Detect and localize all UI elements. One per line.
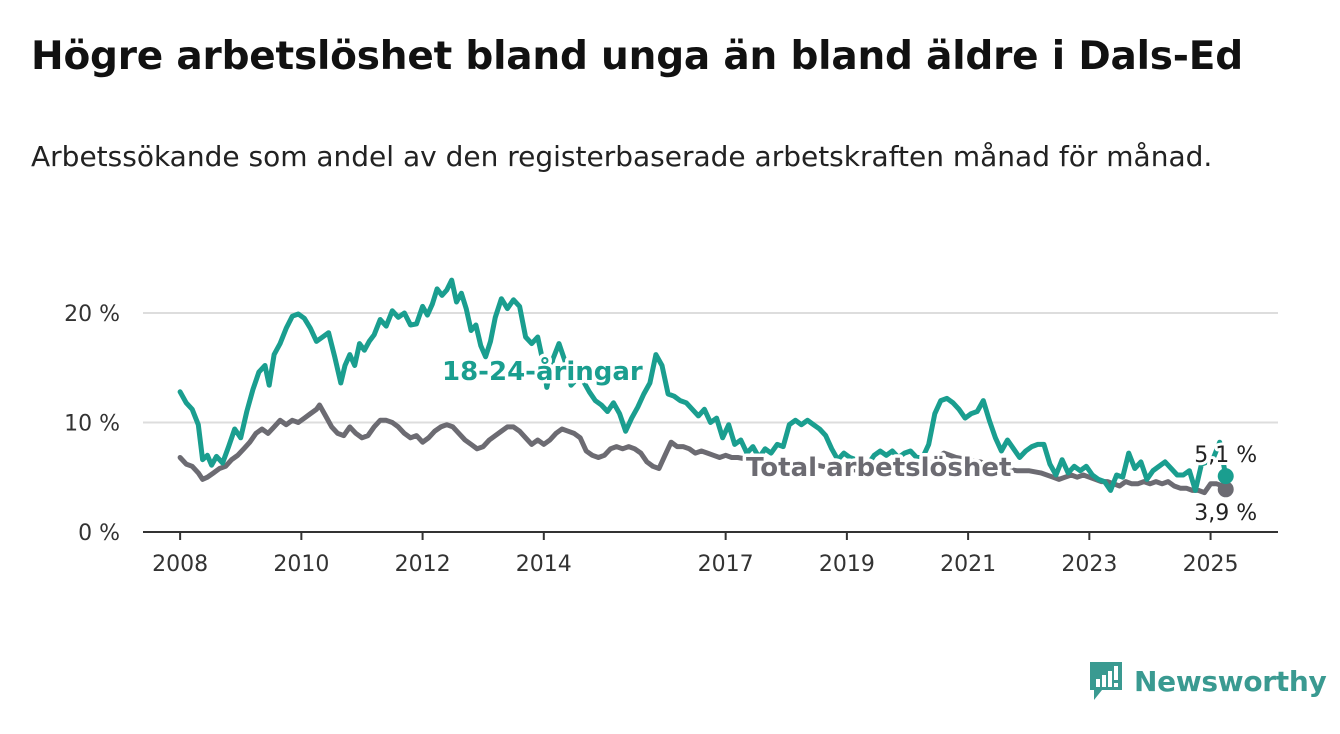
chart-title: Högre arbetslöshet bland unga än bland ä… bbox=[31, 34, 1243, 79]
newsworthy-logo-icon bbox=[1090, 662, 1122, 700]
end-label-youth: 5,1 % bbox=[1194, 443, 1257, 468]
series-labels: 18-24-åringar Total arbetslöshet 5,1 % 3,9 … bbox=[439, 352, 1261, 530]
x-tick-label: 2010 bbox=[273, 552, 329, 577]
y-tick-label: 0 % bbox=[78, 521, 120, 546]
chart-subtitle: Arbetssökande som andel av den registerb… bbox=[31, 140, 1213, 173]
series-line-youth bbox=[177, 277, 1229, 493]
x-tick-label: 2008 bbox=[152, 552, 208, 577]
end-point-total bbox=[1217, 481, 1234, 498]
x-tick-label: 2014 bbox=[516, 552, 572, 577]
series-line-total bbox=[177, 402, 1229, 496]
x-tick-label: 2012 bbox=[395, 552, 451, 577]
end-point-youth bbox=[1217, 468, 1234, 485]
y-axis: 0 % 10 % 20 % bbox=[64, 302, 120, 546]
brand-name: Newsworthy bbox=[1134, 664, 1327, 698]
x-tick-label: 2021 bbox=[940, 552, 996, 577]
y-tick-label: 10 % bbox=[64, 411, 120, 436]
x-tick-label: 2017 bbox=[698, 552, 754, 577]
y-tick-label: 20 % bbox=[64, 302, 120, 327]
series-label-total: Total arbetslöshet bbox=[746, 453, 1011, 483]
x-axis: 2008 2010 2012 2014 2017 2019 2021 2023 2025 bbox=[143, 531, 1278, 577]
x-tick-label: 2025 bbox=[1183, 552, 1239, 577]
newsworthy-brand[interactable]: Newsworthy bbox=[1088, 660, 1327, 702]
x-tick-label: 2023 bbox=[1061, 552, 1117, 577]
series-lines bbox=[177, 277, 1234, 498]
end-label-total: 3,9 % bbox=[1194, 501, 1257, 526]
x-tick-label: 2019 bbox=[819, 552, 875, 577]
series-label-youth: 18-24-åringar bbox=[442, 355, 643, 387]
